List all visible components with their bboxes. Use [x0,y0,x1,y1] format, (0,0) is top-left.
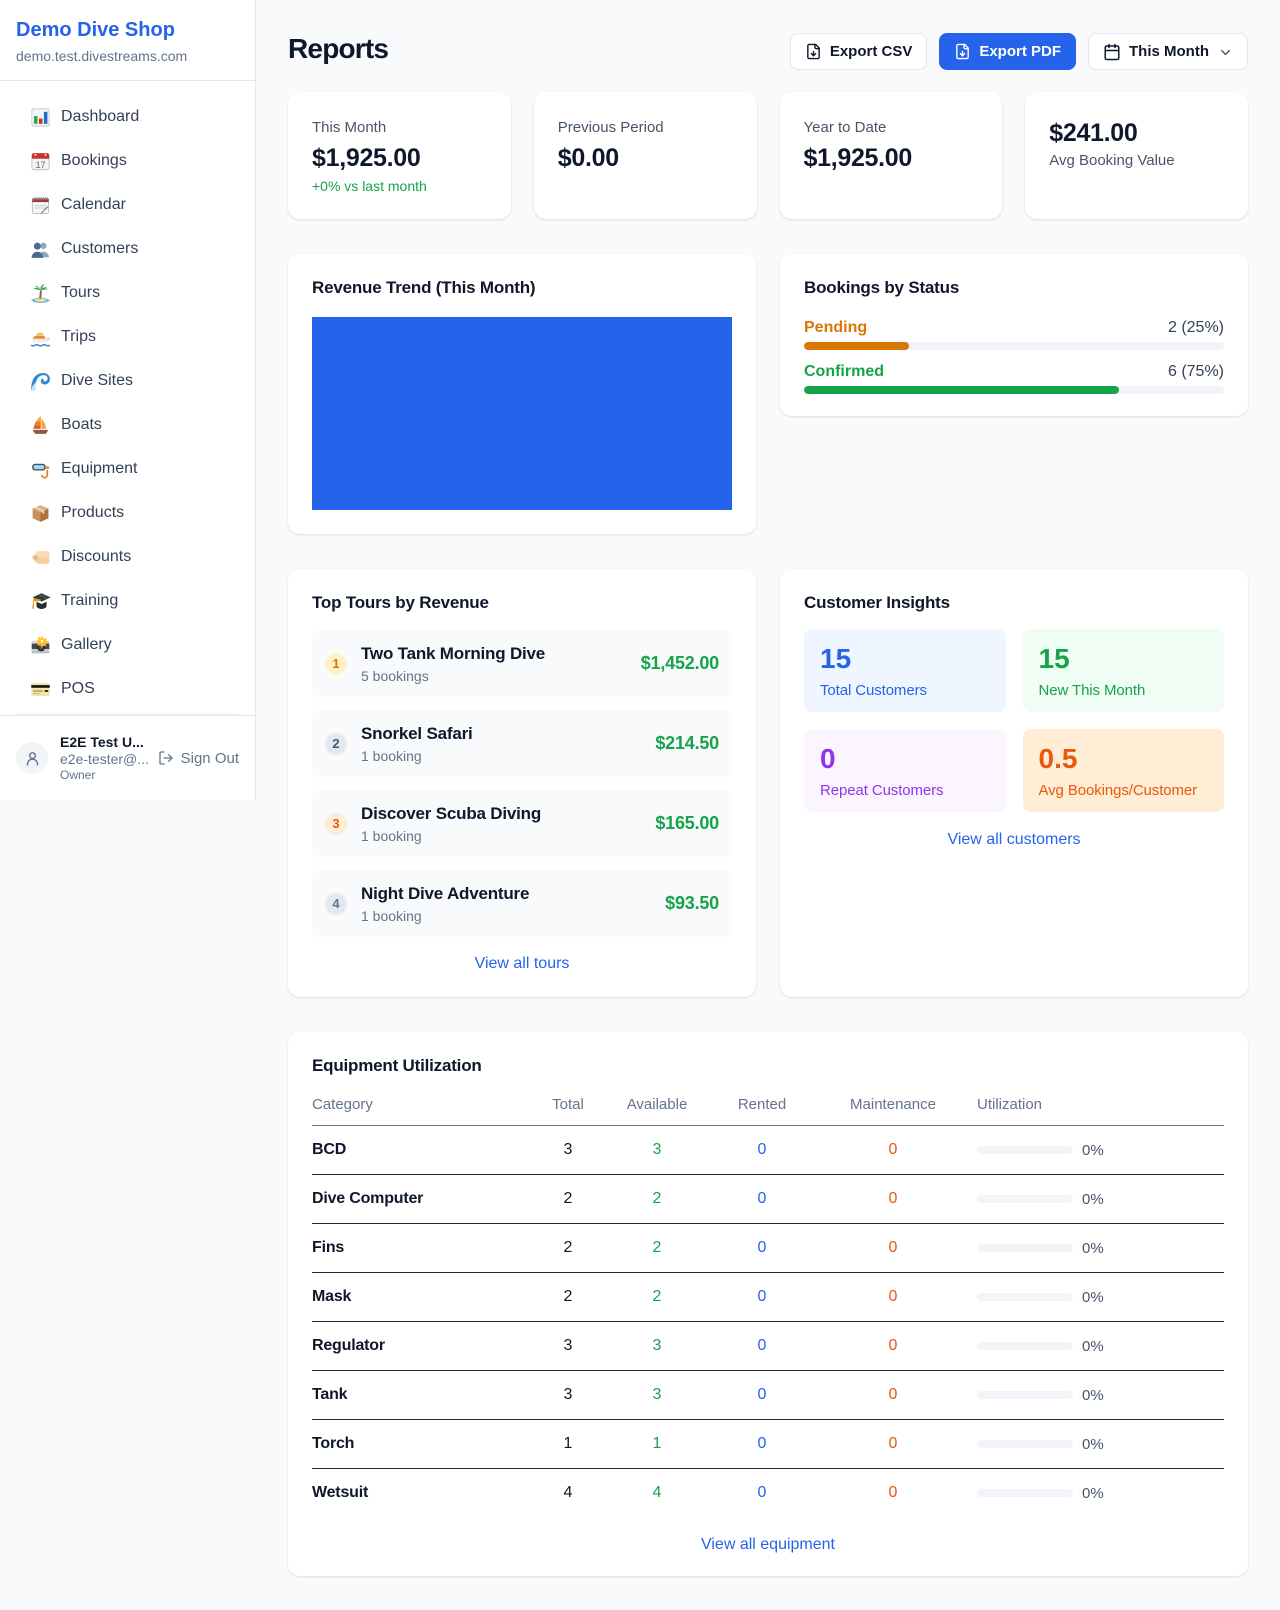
svg-text:17: 17 [36,160,46,170]
